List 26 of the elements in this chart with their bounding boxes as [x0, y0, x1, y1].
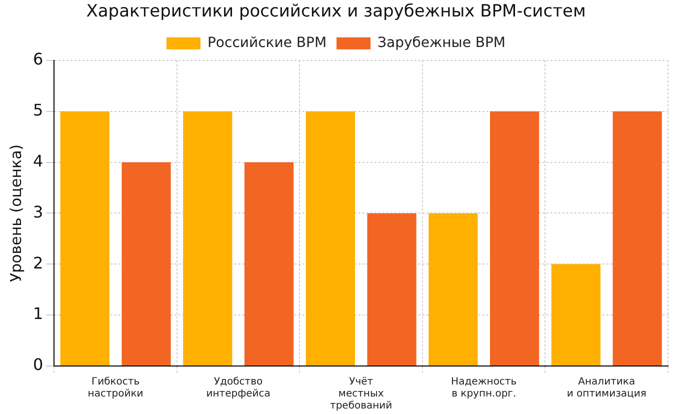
bar [122, 162, 171, 366]
bar [306, 111, 355, 366]
legend-label: Зарубежные BPM [378, 35, 506, 52]
y-tick-label: 1 [32, 304, 44, 324]
bar [551, 264, 600, 366]
legend-label: Российские BPM [207, 35, 327, 52]
x-tick-label: Удобство интерфейса [206, 376, 270, 400]
bar [244, 162, 294, 366]
bar [60, 111, 110, 366]
y-tick-label: 6 [32, 50, 44, 69]
x-tick-label: Учёт местных требований [330, 376, 392, 412]
bar [428, 213, 478, 366]
y-tick-label: 5 [32, 100, 44, 120]
bar [367, 213, 416, 366]
x-tick-label: Гибкость настройки [88, 376, 144, 400]
bar [183, 111, 232, 366]
chart-title: Характеристики российских и зарубежных BPM-систем [86, 2, 586, 22]
y-axis-title: Уровень (оценка) [6, 144, 25, 282]
bar [490, 111, 540, 366]
y-tick-label: 0 [32, 355, 44, 374]
y-tick-label: 4 [32, 151, 44, 170]
y-tick-label: 2 [32, 253, 44, 272]
bar [612, 111, 662, 366]
y-tick-label: 3 [32, 202, 44, 222]
x-tick-label: Надежность в крупн.орг. [451, 376, 517, 400]
x-tick-label: Аналитика и оптимизация [566, 376, 646, 400]
